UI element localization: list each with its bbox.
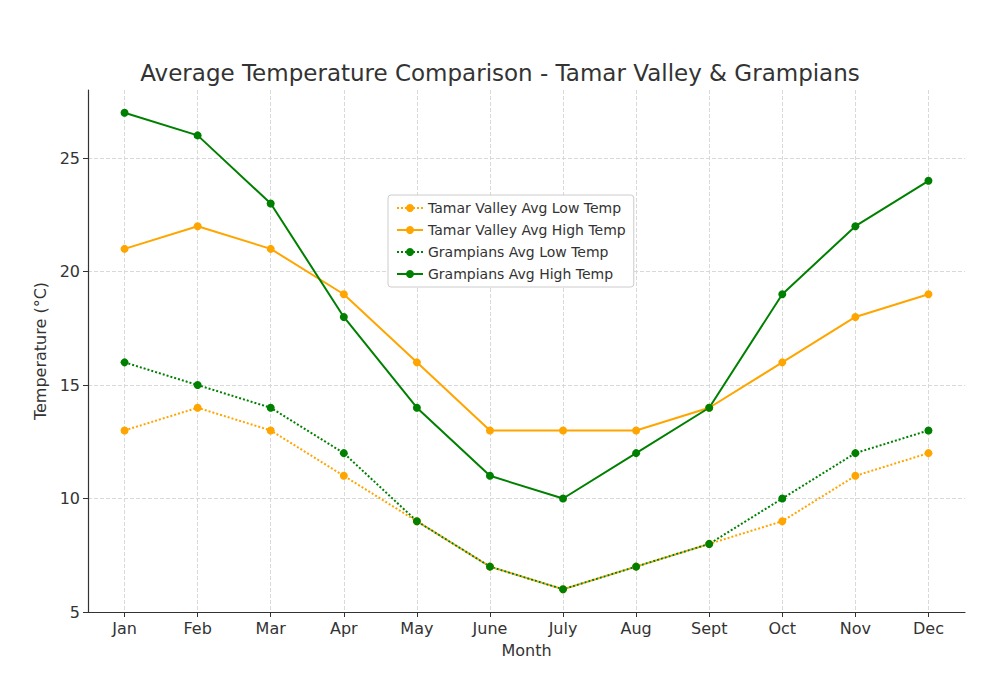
svg-text:Grampians Avg Low Temp: Grampians Avg Low Temp bbox=[428, 244, 609, 260]
svg-text:Temperature (°C): Temperature (°C) bbox=[31, 282, 50, 421]
svg-text:Sept: Sept bbox=[691, 619, 727, 638]
svg-text:Oct: Oct bbox=[768, 619, 796, 638]
svg-text:15: 15 bbox=[60, 376, 80, 395]
svg-text:Nov: Nov bbox=[840, 619, 871, 638]
svg-text:Feb: Feb bbox=[183, 619, 211, 638]
svg-text:May: May bbox=[400, 619, 433, 638]
svg-text:Grampians Avg High Temp: Grampians Avg High Temp bbox=[428, 266, 613, 282]
svg-text:June: June bbox=[472, 619, 508, 638]
svg-text:Month: Month bbox=[501, 641, 551, 660]
svg-text:5: 5 bbox=[70, 603, 80, 622]
svg-text:Dec: Dec bbox=[913, 619, 944, 638]
svg-text:Jan: Jan bbox=[111, 619, 137, 638]
svg-text:20: 20 bbox=[60, 262, 80, 281]
svg-text:10: 10 bbox=[60, 489, 80, 508]
svg-text:Tamar Valley Avg High Temp: Tamar Valley Avg High Temp bbox=[427, 222, 626, 238]
svg-text:Tamar Valley Avg Low Temp: Tamar Valley Avg Low Temp bbox=[427, 200, 621, 216]
svg-text:July: July bbox=[548, 619, 578, 638]
svg-text:25: 25 bbox=[60, 149, 80, 168]
svg-text:Aug: Aug bbox=[621, 619, 652, 638]
svg-text:Mar: Mar bbox=[256, 619, 287, 638]
svg-text:Average Temperature Comparison: Average Temperature Comparison - Tamar V… bbox=[140, 60, 860, 86]
svg-text:Apr: Apr bbox=[330, 619, 358, 638]
